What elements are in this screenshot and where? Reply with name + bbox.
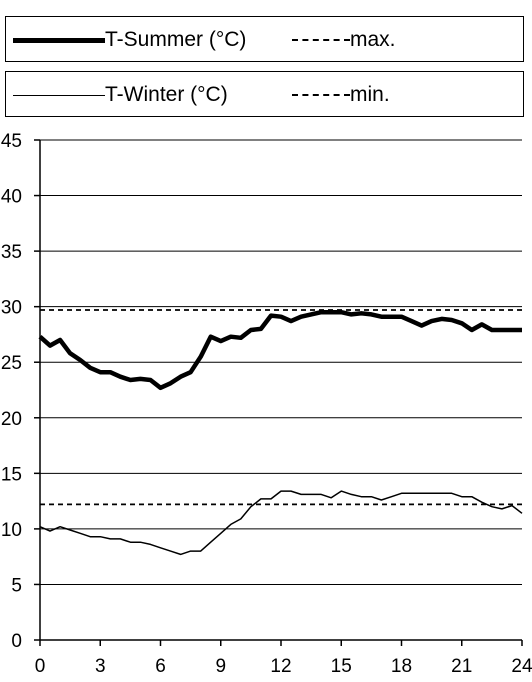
- legend-entry-min: min.: [292, 72, 390, 118]
- x-tick-label-6: 6: [155, 656, 166, 677]
- legend-entry-max: max.: [292, 17, 396, 63]
- x-tick-label-12: 12: [270, 656, 291, 677]
- legend-entry-summer: T-Summer (°C): [13, 17, 246, 63]
- legend-swatch-max: [292, 39, 350, 41]
- x-tick-label-15: 15: [331, 656, 352, 677]
- y-tick-label-5: 5: [11, 575, 22, 596]
- y-tick-label-10: 10: [1, 520, 22, 541]
- series-line-t-winter-c: [39, 490, 523, 556]
- series-line-t-summer-c: [38, 309, 522, 391]
- x-tick-label-0: 0: [35, 656, 46, 677]
- y-tick-label-25: 25: [1, 353, 22, 374]
- legend-swatch-winter: [13, 94, 105, 96]
- x-tick-label-21: 21: [451, 656, 472, 677]
- legend-entry-winter: T-Winter (°C): [13, 72, 228, 118]
- legend-label-summer: T-Summer (°C): [105, 28, 247, 51]
- x-tick-label-24: 24: [511, 656, 532, 677]
- y-tick-label-40: 40: [1, 187, 22, 208]
- legend-row-winter-min: T-Winter (°C) min.: [5, 71, 524, 117]
- y-tick-label-20: 20: [1, 409, 22, 430]
- y-tick-label-0: 0: [11, 631, 22, 652]
- y-tick-label-30: 30: [1, 298, 22, 319]
- legend-swatch-min: [292, 94, 350, 96]
- y-tick-label-35: 35: [1, 242, 22, 263]
- legend-label-winter: T-Winter (°C): [105, 83, 228, 106]
- x-tick-label-18: 18: [391, 656, 412, 677]
- legend-label-max: max.: [350, 28, 396, 51]
- x-tick-label-3: 3: [95, 656, 106, 677]
- x-tick-label-9: 9: [215, 656, 226, 677]
- y-tick-label-45: 45: [1, 131, 22, 152]
- legend-swatch-summer: [13, 37, 105, 43]
- y-tick-label-15: 15: [1, 464, 22, 485]
- legend-row-summer-max: T-Summer (°C) max.: [5, 16, 524, 62]
- legend-label-min: min.: [350, 83, 390, 106]
